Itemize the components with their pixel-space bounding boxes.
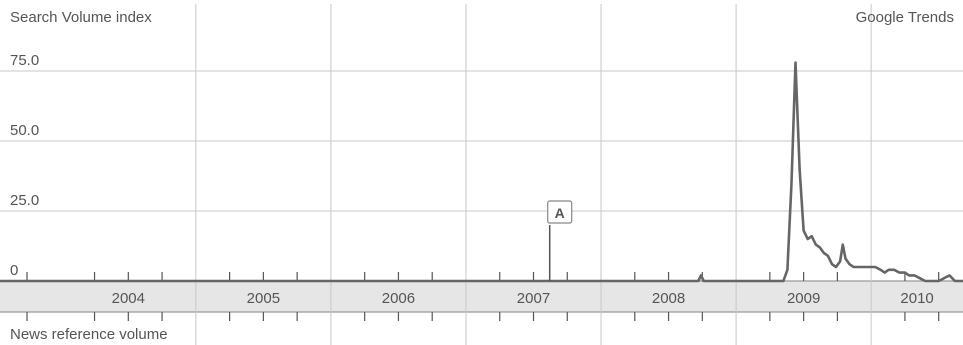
y-tick-label: 0 xyxy=(10,262,18,279)
series-layer xyxy=(0,61,963,283)
bands: 2004 2005 2006 2007 2008 2009 2010 xyxy=(0,280,963,313)
annotation-layer: A xyxy=(547,200,573,281)
year-label: 2009 xyxy=(787,290,820,307)
brand-label: Google Trends xyxy=(856,9,954,26)
y-tick-label: 25.0 xyxy=(10,192,39,209)
annotation-flag xyxy=(547,200,573,224)
year-label: 2004 xyxy=(112,290,145,307)
series-line xyxy=(0,61,963,283)
labels-layer: Search Volume index Google Trends News r… xyxy=(10,9,954,343)
y-axis-title: Search Volume index xyxy=(10,9,152,26)
y-tick-label: 50.0 xyxy=(10,122,39,139)
axis-ticks xyxy=(26,272,940,321)
annotation-label: A xyxy=(555,205,565,221)
footer-label: News reference volume xyxy=(10,326,168,343)
year-label: 2010 xyxy=(900,290,933,307)
year-band xyxy=(0,281,963,312)
year-label: 2007 xyxy=(517,290,550,307)
y-tick-label: 75.0 xyxy=(10,52,39,69)
grid-lines: 0 25.0 50.0 75.0 xyxy=(0,4,963,345)
year-label: 2006 xyxy=(382,290,415,307)
year-label: 2008 xyxy=(652,290,685,307)
year-label: 2005 xyxy=(247,290,280,307)
